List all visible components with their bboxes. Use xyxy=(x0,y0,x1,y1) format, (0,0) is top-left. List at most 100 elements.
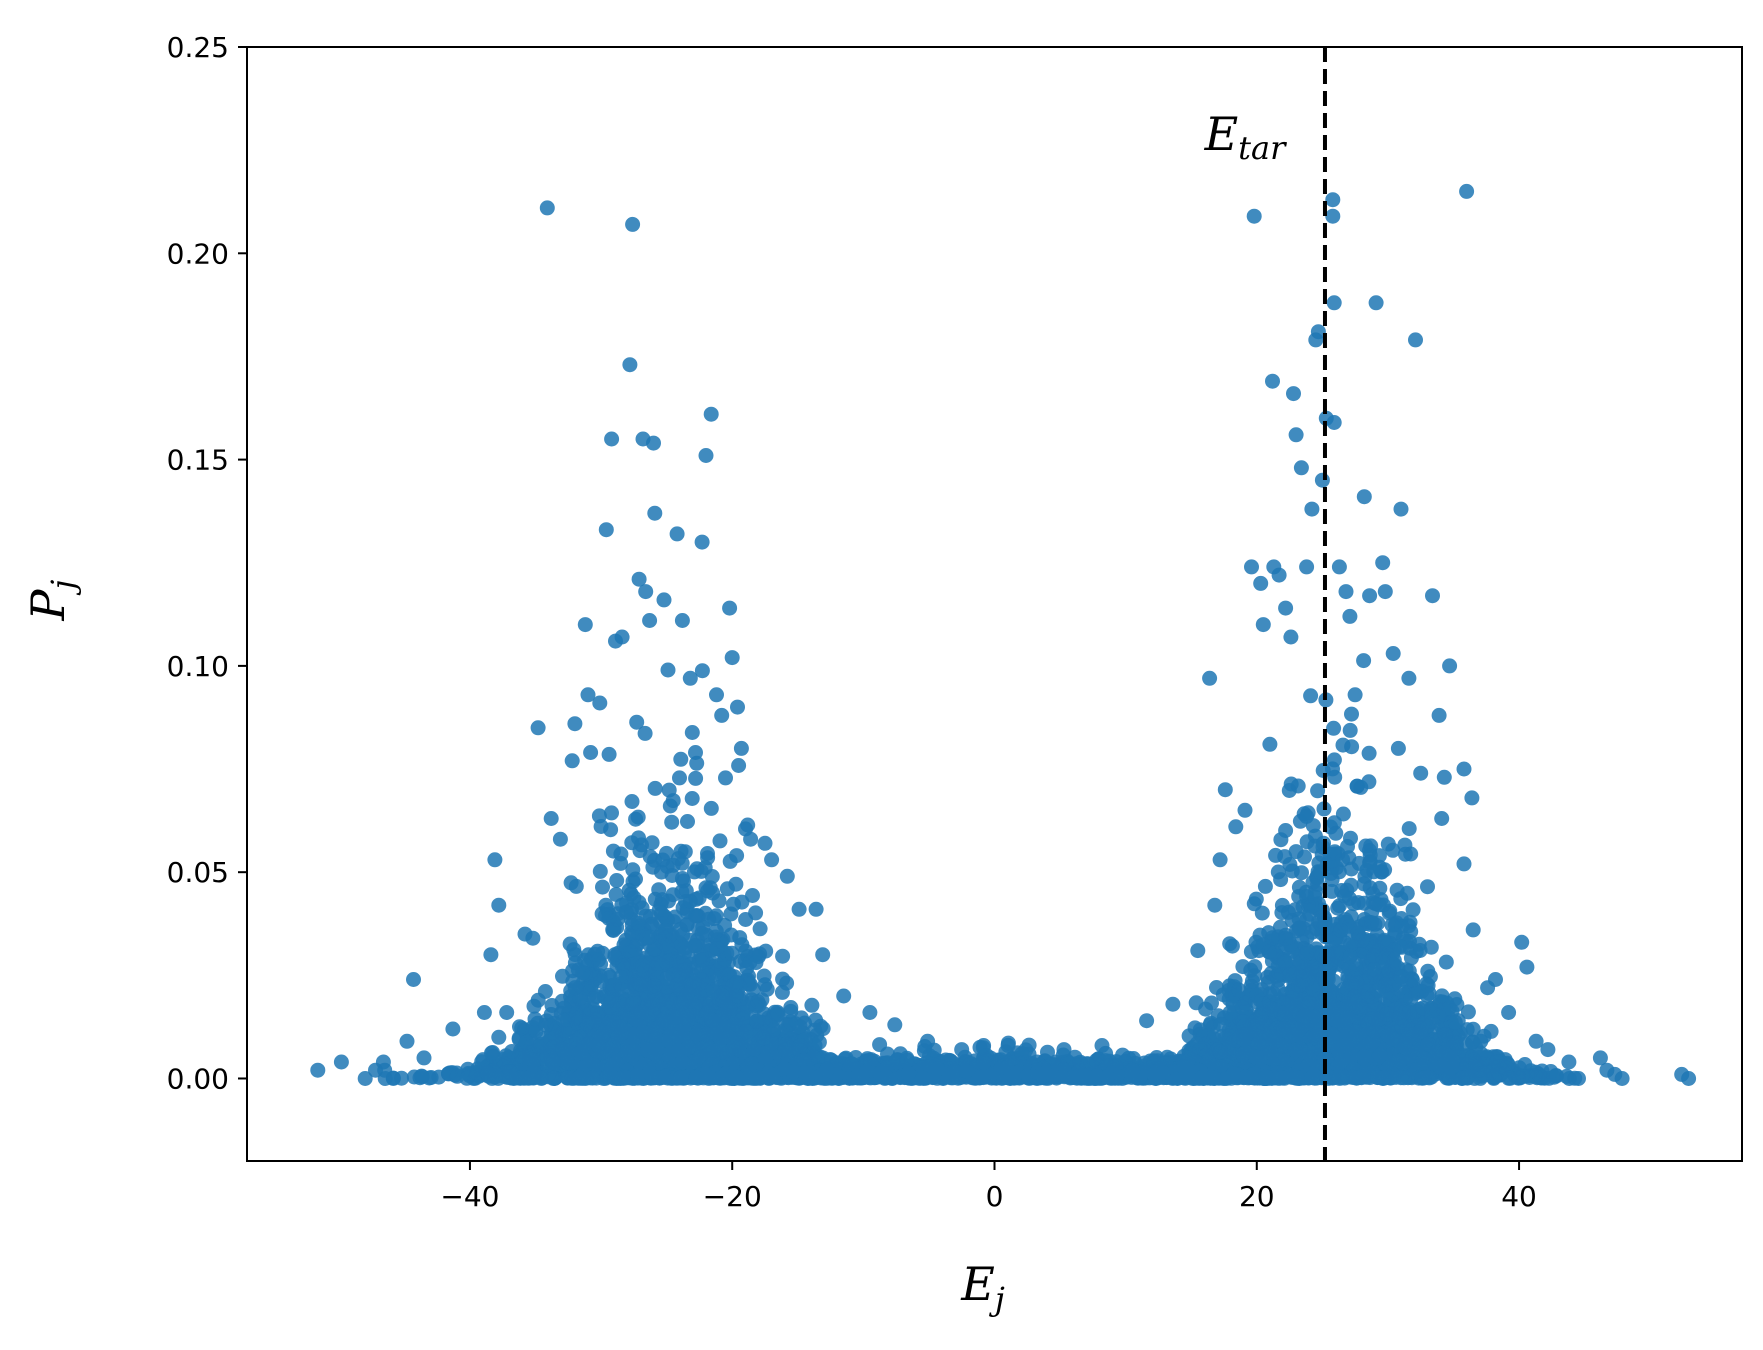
scatter-point xyxy=(1424,1003,1440,1018)
scatter-point xyxy=(1277,954,1293,970)
scatter-point xyxy=(1367,1024,1383,1040)
scatter-point xyxy=(1213,1016,1229,1032)
scatter-point xyxy=(647,978,663,994)
scatter-point xyxy=(1356,1049,1372,1064)
scatter-point xyxy=(1287,1042,1303,1058)
scatter-point xyxy=(783,1003,799,1019)
scatter-point xyxy=(807,1022,823,1038)
scatter-point xyxy=(593,973,609,989)
scatter-point xyxy=(605,843,621,859)
scatter-point xyxy=(777,1042,793,1058)
scatter-point xyxy=(1344,706,1359,722)
scatter-point xyxy=(647,941,663,957)
scatter-point xyxy=(1385,842,1401,858)
scatter-point xyxy=(721,1029,737,1045)
scatter-point xyxy=(1307,1030,1323,1046)
scatter-point xyxy=(675,927,691,943)
scatter-point xyxy=(1282,967,1297,983)
scatter-point xyxy=(1362,855,1378,871)
scatter-point xyxy=(692,1049,708,1065)
scatter-point xyxy=(1331,864,1347,880)
scatter-point xyxy=(756,1030,771,1046)
scatter-point xyxy=(749,1013,765,1029)
scatter-point xyxy=(1362,880,1378,896)
scatter-point xyxy=(1411,936,1427,952)
scatter-point xyxy=(664,814,680,830)
scatter-point xyxy=(804,997,820,1013)
scatter-point xyxy=(1371,897,1387,913)
scatter-point xyxy=(1239,1026,1255,1042)
scatter-point xyxy=(671,1029,687,1045)
scatter-point xyxy=(665,857,681,873)
scatter-point xyxy=(556,1000,572,1016)
scatter-point xyxy=(665,793,681,809)
scatter-point xyxy=(1397,837,1413,853)
scatter-point xyxy=(603,822,619,838)
scatter-point xyxy=(684,791,700,806)
scatter-point xyxy=(729,975,745,990)
scatter-point xyxy=(629,714,645,730)
scatter-point xyxy=(1253,1009,1269,1025)
scatter-point xyxy=(703,800,719,816)
scatter-point xyxy=(1372,1047,1388,1063)
scatter-point xyxy=(709,941,725,957)
scatter-point xyxy=(573,1045,589,1061)
scatter-point xyxy=(1243,944,1259,960)
scatter-point xyxy=(630,915,646,931)
scatter-point xyxy=(680,814,695,829)
scatter-point xyxy=(1341,850,1357,866)
scatter-point xyxy=(734,1011,750,1027)
scatter-point xyxy=(1278,823,1294,838)
scatter-point xyxy=(1283,994,1299,1010)
scatter-point xyxy=(1354,932,1370,948)
scatter-point xyxy=(674,996,689,1012)
scatter-point xyxy=(1400,1030,1416,1046)
scatter-point xyxy=(1268,847,1284,863)
scatter-point xyxy=(1391,1009,1407,1025)
scatter-point xyxy=(626,1043,642,1059)
scatter-point xyxy=(1420,879,1435,895)
scatter-point xyxy=(1291,1023,1307,1039)
scatter-point xyxy=(1448,1036,1464,1052)
scatter-point xyxy=(491,1029,507,1045)
scatter-point xyxy=(690,921,706,936)
scatter-point xyxy=(674,884,690,900)
scatter-point xyxy=(1473,1033,1489,1049)
scatter-point xyxy=(1361,745,1377,761)
scatter-point xyxy=(518,1034,534,1050)
scatter-point xyxy=(604,805,619,821)
scatter-point xyxy=(672,1009,688,1025)
scatter-point xyxy=(1357,868,1373,884)
scatter-point xyxy=(1386,942,1402,958)
scatter-point xyxy=(684,725,700,740)
scatter-point xyxy=(723,906,739,922)
scatter-point xyxy=(1324,883,1340,899)
scatter-point xyxy=(1278,930,1294,946)
scatter-point xyxy=(672,770,687,786)
scatter-point xyxy=(537,984,553,999)
scatter-point xyxy=(765,1012,781,1028)
scatter-point xyxy=(1381,905,1397,921)
scatter-point xyxy=(1272,919,1288,935)
scatter-point xyxy=(1273,872,1289,888)
scatter-point xyxy=(689,1026,705,1042)
scatter-point xyxy=(1268,1033,1283,1049)
scatter-point xyxy=(484,1045,499,1061)
scatter-point xyxy=(1473,1045,1489,1061)
scatter-point xyxy=(1333,923,1349,938)
scatter-point xyxy=(657,922,673,938)
scatter-point xyxy=(613,855,629,871)
scatter-point xyxy=(1460,1004,1476,1020)
scatter-point xyxy=(1304,960,1319,976)
scatter-point xyxy=(600,993,616,1009)
scatter-point xyxy=(688,891,704,907)
scatter-point xyxy=(568,1010,583,1026)
scatter-point xyxy=(1294,865,1309,881)
scatter-point xyxy=(701,911,717,927)
scatter-point xyxy=(1288,844,1304,860)
scatter-point xyxy=(526,998,542,1014)
scatter-point xyxy=(1326,720,1342,736)
scatter-point xyxy=(1274,905,1290,921)
scatter-point xyxy=(1263,1045,1279,1061)
scatter-point xyxy=(1366,962,1382,978)
